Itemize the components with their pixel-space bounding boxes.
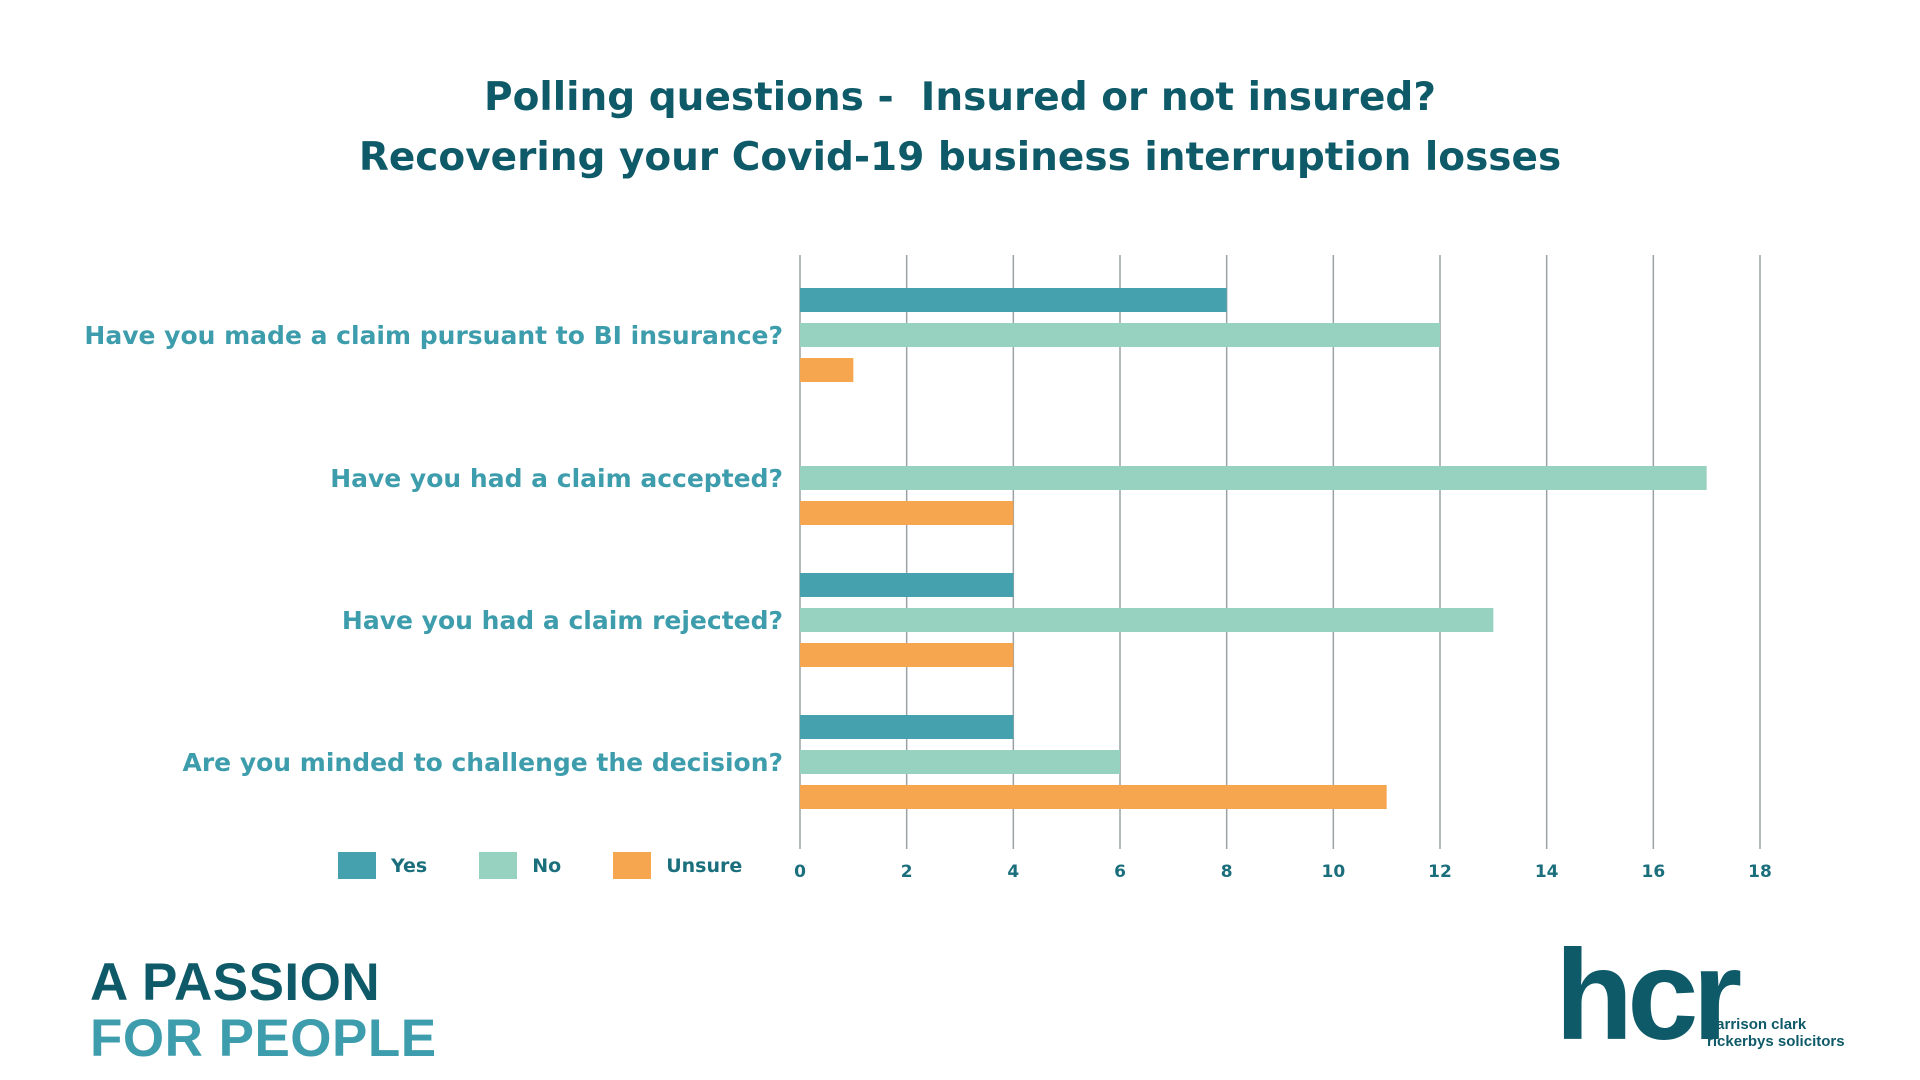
legend-label-no: No <box>532 854 562 877</box>
legend: Yes No Unsure <box>338 852 794 879</box>
bar <box>800 608 1494 632</box>
category-label: Have you had a claim accepted? <box>330 464 783 493</box>
bar <box>800 358 854 382</box>
category-label: Have you had a claim rejected? <box>342 606 783 635</box>
bar <box>800 750 1120 774</box>
legend-label-unsure: Unsure <box>666 854 743 877</box>
title-line-1: Polling questions - Insured or not insur… <box>484 75 1436 120</box>
bar <box>800 785 1387 809</box>
bar <box>800 501 1014 525</box>
bar <box>800 643 1014 667</box>
x-tick-label: 6 <box>1114 862 1126 882</box>
x-tick-label: 4 <box>1007 862 1019 882</box>
chart-title: Polling questions - Insured or not insur… <box>0 68 1920 188</box>
brand-line-2: FOR PEOPLE <box>90 1009 437 1068</box>
title-line-2: Recovering your Covid-19 business interr… <box>358 135 1562 180</box>
category-label: Are you minded to challenge the decision… <box>182 748 783 777</box>
brand-line-1: A PASSION <box>90 953 381 1012</box>
x-tick-label: 0 <box>794 862 806 882</box>
bar <box>800 466 1707 490</box>
category-label: Have you made a claim pursuant to BI ins… <box>84 321 783 350</box>
bar <box>800 323 1440 347</box>
brand-tagline: A PASSION FOR PEOPLE <box>90 955 437 1067</box>
legend-swatch-unsure <box>613 852 652 879</box>
x-tick-label: 8 <box>1221 862 1233 882</box>
legend-item-unsure: Unsure <box>613 852 742 879</box>
legend-item-no: No <box>479 852 561 879</box>
legend-label-yes: Yes <box>391 854 428 877</box>
x-tick-label: 16 <box>1641 862 1665 882</box>
legend-item-yes: Yes <box>338 852 427 879</box>
logo-mark: hcr <box>1555 924 1742 1067</box>
logo-text: harrison clark rickerbys solicitors <box>1707 1016 1845 1050</box>
bar <box>800 715 1014 739</box>
legend-swatch-no <box>479 852 518 879</box>
x-tick-label: 12 <box>1428 862 1452 882</box>
x-tick-label: 14 <box>1535 862 1559 882</box>
x-tick-label: 2 <box>901 862 913 882</box>
bar <box>800 288 1227 312</box>
x-tick-label: 10 <box>1321 862 1345 882</box>
legend-swatch-yes <box>338 852 376 879</box>
logo-text-line-2: rickerbys solicitors <box>1707 1033 1845 1050</box>
bar <box>800 573 1014 597</box>
logo-text-line-1: harrison clark <box>1707 1016 1807 1033</box>
x-tick-label: 18 <box>1748 862 1772 882</box>
